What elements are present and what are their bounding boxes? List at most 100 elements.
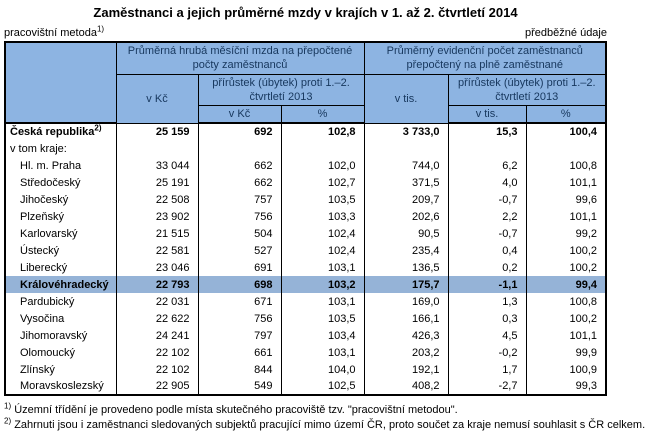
wage-increment-kc-header: v Kč [197, 105, 282, 125]
value-cell: 797 [197, 327, 282, 345]
value-cell: 136,5 [363, 259, 449, 277]
value-cell: 100,4 [525, 123, 607, 141]
value-cell: 0,2 [447, 259, 527, 277]
meta-row: pracovištní metoda1) předběžné údaje [4, 24, 607, 39]
value-cell: 527 [197, 242, 282, 260]
table-row: Vysočina 22 622 756 103,5 166,1 0,3 100,2 [4, 310, 607, 328]
region-superscript: 2) [94, 123, 102, 133]
value-cell: 22 622 [115, 310, 199, 328]
value-cell: 756 [197, 208, 282, 226]
value-cell: 102,4 [280, 242, 365, 260]
value-cell: 101,1 [525, 174, 607, 192]
value-cell: 99,2 [525, 225, 607, 243]
value-cell: 99,9 [525, 344, 607, 362]
footnote-2-text: Zahrnuti jsou i zaměstnanci sledovaných … [14, 419, 646, 432]
value-cell: 0,4 [447, 242, 527, 260]
value-cell: 1,7 [447, 361, 527, 379]
value-cell: 756 [197, 310, 282, 328]
table-header: Průměrná hrubá měsíční mzda na přepočten… [4, 41, 607, 125]
region-cell: Zlínský [4, 361, 117, 379]
value-cell: 175,7 [363, 276, 449, 294]
value-cell: 22 031 [115, 293, 199, 311]
region-cell: Olomoucký [4, 344, 117, 362]
value-cell: 21 515 [115, 225, 199, 243]
value-cell: 844 [197, 361, 282, 379]
value-cell: 100,8 [525, 293, 607, 311]
value-cell: 6,2 [447, 157, 527, 175]
employees-increment-pct-header: % [525, 105, 607, 125]
table-row: Ústecký 22 581 527 102,4 235,4 0,4 100,2 [4, 242, 607, 260]
value-cell: 23 046 [115, 259, 199, 277]
value-cell: 103,2 [280, 276, 365, 294]
table-row: Pardubický 22 031 671 103,1 169,0 1,3 100,8 [4, 293, 607, 311]
table-row: Hl. m. Praha 33 044 662 102,0 744,0 6,2 100,8 [4, 157, 607, 175]
value-cell: 103,5 [280, 310, 365, 328]
region-cell: Liberecký [4, 259, 117, 277]
wage-increment-header: přírůstek (úbytek) proti 1.–2. čtvrtletí… [197, 73, 365, 107]
region-cell: Moravskoslezský [4, 378, 117, 396]
table-row: Liberecký 23 046 691 103,1 136,5 0,2 100,2 [4, 259, 607, 277]
value-cell: 103,3 [280, 208, 365, 226]
value-cell: 100,8 [525, 157, 607, 175]
value-cell: 99,6 [525, 191, 607, 209]
footnote-2: 2) Zahrnuti jsou i zaměstnanci sledovaný… [4, 417, 670, 432]
value-cell: 25 191 [115, 174, 199, 192]
value-cell: 100,2 [525, 259, 607, 277]
value-cell: 662 [197, 157, 282, 175]
value-cell: 3 733,0 [363, 123, 449, 141]
value-cell: 426,3 [363, 327, 449, 345]
value-cell: 371,5 [363, 174, 449, 192]
value-cell: 169,0 [363, 293, 449, 311]
region-cell: v tom kraje: [4, 140, 117, 158]
value-cell: 4,0 [447, 174, 527, 192]
value-cell: 90,5 [363, 225, 449, 243]
table-row: Česká republika2) 25 159 692 102,8 3 733,0 15… [4, 123, 607, 141]
value-cell: 102,5 [280, 378, 365, 396]
region-cell: Vysočina [4, 310, 117, 328]
footnote-1-superscript: 1) [4, 401, 12, 411]
value-cell: 22 102 [115, 361, 199, 379]
value-cell [280, 140, 365, 158]
value-cell: 25 159 [115, 123, 199, 141]
value-cell: 203,2 [363, 344, 449, 362]
value-cell: 99,3 [525, 378, 607, 396]
table-row: Moravskoslezský 22 905 549 102,5 408,2 -2,7 99… [4, 378, 607, 396]
value-cell: -0,7 [447, 225, 527, 243]
value-cell: 671 [197, 293, 282, 311]
value-cell: 757 [197, 191, 282, 209]
value-cell: 549 [197, 378, 282, 396]
value-cell: 662 [197, 174, 282, 192]
value-cell: 192,1 [363, 361, 449, 379]
value-cell: 22 793 [115, 276, 199, 294]
region-cell: Jihočeský [4, 191, 117, 209]
method-note-superscript: 1) [96, 24, 105, 34]
wage-table: Průměrná hrubá měsíční mzda na přepočten… [4, 41, 608, 397]
value-cell: -2,7 [447, 378, 527, 396]
value-cell: 744,0 [363, 157, 449, 175]
header-row-groups: Průměrná hrubá měsíční mzda na přepočten… [4, 41, 607, 125]
value-cell: 103,1 [280, 344, 365, 362]
value-cell: 22 102 [115, 344, 199, 362]
value-cell: 661 [197, 344, 282, 362]
value-cell: -1,1 [447, 276, 527, 294]
value-cell: 698 [197, 276, 282, 294]
table-row: Olomoucký 22 102 661 103,1 203,2 -0,2 99,9 [4, 344, 607, 362]
region-cell: Královéhradecký [4, 276, 117, 294]
preliminary-note: předběžné údaje [525, 27, 607, 39]
value-cell: -0,2 [447, 344, 527, 362]
table-row-highlighted: Královéhradecký 22 793 698 103,2 175,7 -1,1 99… [4, 276, 607, 294]
region-cell: Česká republika2) [4, 123, 117, 141]
method-note-label: pracovištní metoda [4, 27, 97, 39]
wage-increment-pct-header: % [280, 105, 365, 125]
employees-increment-tis-header: v tis. [447, 105, 527, 125]
footnote-1: 1) Územní třídění je provedeno podle mís… [4, 401, 670, 418]
value-cell: 99,4 [525, 276, 607, 294]
value-cell: -0,7 [447, 191, 527, 209]
value-cell: 100,9 [525, 361, 607, 379]
value-cell: 101,1 [525, 327, 607, 345]
table-row: Zlínský 22 102 844 104,0 192,1 1,7 100,9 [4, 361, 607, 379]
value-cell: 1,3 [447, 293, 527, 311]
value-cell: 4,5 [447, 327, 527, 345]
header-row-units: v Kč přírůstek (úbytek) proti 1.–2. čtvr… [5, 73, 607, 124]
